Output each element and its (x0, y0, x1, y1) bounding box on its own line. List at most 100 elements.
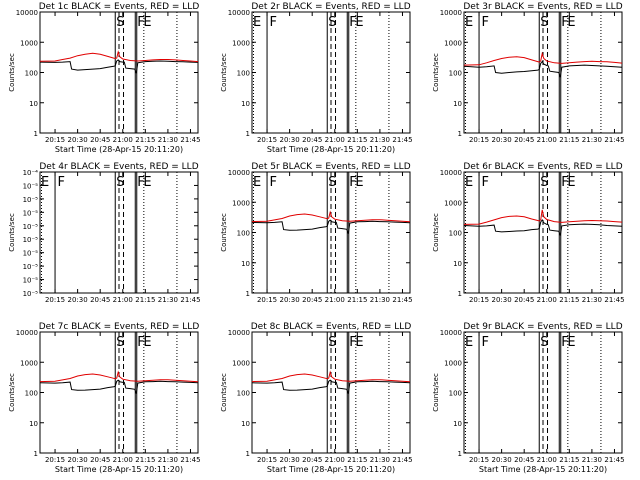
x-tick-label: 21:30 (158, 136, 178, 144)
x-tick-label: 21:00 (537, 296, 557, 304)
x-tick-label: 20:30 (492, 136, 512, 144)
x-tick-label: 21:30 (370, 456, 390, 464)
marker-label-F: F (270, 15, 277, 30)
marker-label-F: F (349, 335, 356, 350)
y-tick-label: 1 (34, 130, 38, 138)
y-tick-label: 1 (34, 450, 38, 458)
y-axis-label: Counts/sec (8, 213, 16, 252)
y-tick-label: 10 (241, 420, 250, 428)
marker-label-F: F (482, 15, 489, 30)
x-tick-label: 20:15 (45, 456, 65, 464)
marker-label-E: E (143, 175, 151, 190)
marker-label-F: F (349, 15, 356, 30)
x-tick-label: 21:45 (604, 456, 624, 464)
marker-label-E: E (465, 175, 473, 190)
marker-label-S: S (116, 335, 124, 350)
panel-title: Det 3r BLACK = Events, RED = LLD (463, 2, 622, 12)
x-tick-label: 21:30 (582, 456, 602, 464)
marker-label-E: E (465, 335, 473, 350)
marker-label-S: S (540, 175, 548, 190)
y-tick-label: 10000 (228, 329, 250, 337)
series-line-lld (463, 209, 623, 225)
panel-det5: Det 5r BLACK = Events, RED = LLD 1 10 100 10… (220, 162, 413, 304)
y-tick-label: 10 (29, 100, 38, 108)
marker-label-E: E (465, 15, 473, 30)
x-tick-label: 21:15 (135, 456, 155, 464)
y-tick-label: 1000 (232, 359, 250, 367)
x-tick-label: 20:30 (68, 296, 88, 304)
y-tick-label: 1000 (232, 199, 250, 207)
marker-label-F: F (482, 175, 489, 190)
y-axis-label: Counts/sec (220, 53, 228, 92)
y-tick-label: 10⁻⁵ (23, 209, 39, 217)
x-tick-label: 20:15 (45, 136, 65, 144)
marker-label-E: E (567, 15, 575, 30)
y-tick-label: 1000 (444, 359, 462, 367)
y-tick-label: 10⁻⁵ (23, 182, 39, 190)
y-tick-label: 1000 (444, 39, 462, 47)
marker-label-E: E (355, 15, 363, 30)
marker-label-F: F (137, 15, 144, 30)
y-tick-label: 10000 (16, 9, 38, 17)
panel-title: Det 8c BLACK = Events, RED = LLD (251, 322, 412, 332)
y-tick-label: 10 (29, 420, 38, 428)
y-tick-label: 10⁻⁴ (23, 169, 39, 177)
marker-label-E: E (41, 175, 49, 190)
x-tick-label: 21:00 (325, 296, 345, 304)
x-tick-label: 21:30 (582, 296, 602, 304)
panel-det7: Det 7c BLACK = Events, RED = LLD 1 10 100 10… (8, 322, 201, 474)
x-tick-label: 21:30 (582, 136, 602, 144)
x-axis-label: Start Time (28-Apr-15 20:11:20) (55, 145, 183, 154)
x-tick-label: 20:45 (514, 136, 534, 144)
x-tick-label: 20:30 (68, 456, 88, 464)
marker-label-F: F (137, 175, 144, 190)
marker-label-F: F (561, 335, 568, 350)
y-axis-label: Counts/sec (8, 53, 16, 92)
y-tick-label: 10⁻⁵ (23, 263, 39, 271)
x-tick-label: 20:15 (257, 456, 277, 464)
x-tick-label: 21:00 (113, 136, 133, 144)
panel-title: Det 5r BLACK = Events, RED = LLD (251, 162, 410, 172)
x-tick-label: 20:15 (469, 136, 489, 144)
panel-title: Det 7c BLACK = Events, RED = LLD (39, 322, 200, 332)
panel-title: Det 2r BLACK = Events, RED = LLD (251, 2, 410, 12)
y-tick-label: 1 (458, 450, 462, 458)
marker-label-E: E (143, 15, 151, 30)
marker-label-E: E (253, 175, 261, 190)
panel-title: Det 1c BLACK = Events, RED = LLD (39, 2, 200, 12)
marker-label-E: E (355, 175, 363, 190)
y-tick-label: 10 (453, 100, 462, 108)
series-line-events (39, 59, 199, 74)
x-tick-label: 21:15 (135, 296, 155, 304)
x-tick-label: 21:45 (180, 296, 200, 304)
series-line-lld (39, 370, 199, 383)
y-tick-label: 10 (453, 420, 462, 428)
marker-label-F: F (58, 175, 65, 190)
y-tick-label: 10 (453, 260, 462, 268)
x-tick-label: 21:00 (537, 136, 557, 144)
x-tick-label: 20:30 (492, 296, 512, 304)
x-tick-label: 20:45 (302, 136, 322, 144)
y-tick-label: 100 (449, 230, 462, 238)
y-tick-label: 1000 (444, 199, 462, 207)
marker-label-F: F (482, 335, 489, 350)
x-tick-label: 20:30 (280, 296, 300, 304)
marker-label-E: E (355, 335, 363, 350)
series-line-lld (39, 50, 199, 63)
x-tick-label: 21:15 (559, 296, 579, 304)
x-tick-label: 20:15 (469, 456, 489, 464)
y-tick-label: 1000 (20, 359, 38, 367)
x-tick-label: 21:15 (559, 456, 579, 464)
marker-label-E: E (253, 15, 261, 30)
x-tick-label: 21:45 (392, 136, 412, 144)
x-axis-label: Start Time (28-Apr-15 20:11:20) (55, 465, 183, 474)
x-tick-label: 21:00 (113, 296, 133, 304)
x-tick-label: 21:15 (347, 296, 367, 304)
x-tick-label: 21:00 (537, 456, 557, 464)
y-tick-label: 10000 (440, 169, 462, 177)
y-tick-label: 10⁻⁵ (23, 250, 39, 258)
y-tick-label: 10000 (440, 9, 462, 17)
y-tick-label: 10 (241, 260, 250, 268)
marker-label-F: F (137, 335, 144, 350)
y-tick-label: 10000 (228, 169, 250, 177)
